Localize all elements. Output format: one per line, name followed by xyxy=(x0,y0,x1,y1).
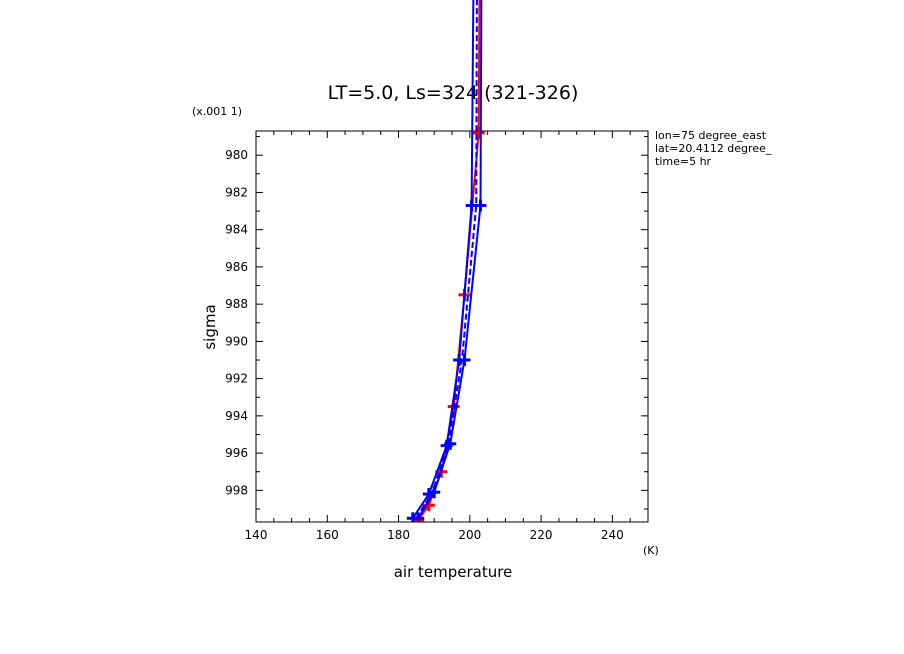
series-marker-3 xyxy=(444,437,457,450)
y-tick-label: 984 xyxy=(225,223,248,237)
info-time: time=5 hr xyxy=(655,155,712,168)
y-tick-label: 994 xyxy=(225,409,248,423)
series-marker-3 xyxy=(458,354,471,367)
plot-frame xyxy=(255,130,649,523)
x-tick-label: 240 xyxy=(601,528,624,542)
chart-title: LT=5.0, Ls=324 (321-326) xyxy=(328,82,579,104)
y-tick-label: 980 xyxy=(225,148,248,162)
info-lon: lon=75 degree_east xyxy=(655,129,767,142)
info-lat: lat=20.4112 degree_ xyxy=(655,142,772,155)
y-tick-label: 998 xyxy=(225,483,248,497)
y-tick-label: 992 xyxy=(225,372,248,386)
series-marker-1 xyxy=(472,126,485,139)
y-tick-label: 990 xyxy=(225,334,248,348)
series-marker-3 xyxy=(428,486,441,499)
y-tick-label: 996 xyxy=(225,446,248,460)
x-tick-label: 200 xyxy=(458,528,481,542)
y-scale-note: (x.001 1) xyxy=(192,105,242,118)
series-line-3 xyxy=(417,0,483,519)
series-line-4 xyxy=(415,0,478,519)
series-line-2 xyxy=(411,0,475,519)
x-unit-label: (K) xyxy=(643,544,659,557)
series-layer xyxy=(406,0,487,522)
axis-ticks: 140 160 180 200 220 240 980 982 984 986 988 990 992 9… xyxy=(225,131,649,542)
x-tick-label: 220 xyxy=(530,528,553,542)
y-tick-label: 982 xyxy=(225,185,248,199)
series-marker-3 xyxy=(474,199,487,212)
x-axis-title: air temperature xyxy=(394,563,513,581)
x-tick-label: 140 xyxy=(245,528,268,542)
x-tick-label: 160 xyxy=(316,528,339,542)
y-axis-title: sigma xyxy=(201,304,219,349)
y-tick-label: 986 xyxy=(225,260,248,274)
y-tick-label: 988 xyxy=(225,297,248,311)
x-tick-label: 180 xyxy=(387,528,410,542)
